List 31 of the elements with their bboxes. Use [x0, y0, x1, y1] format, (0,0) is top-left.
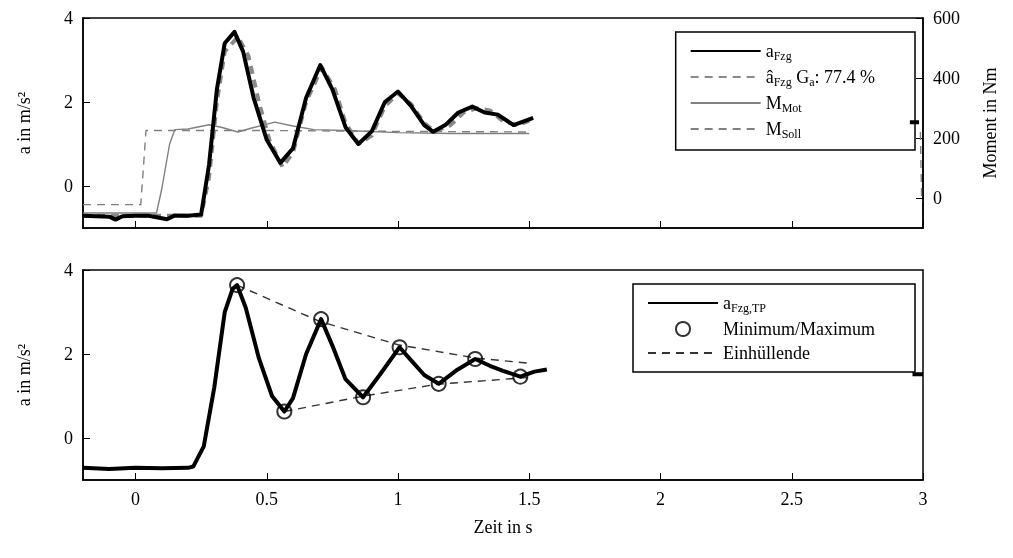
y-axis-title: a in m/s² — [14, 343, 34, 407]
x-tick-label: 2 — [656, 489, 665, 509]
x-tick-label: 0.5 — [255, 489, 278, 509]
x-axis-title: Zeit in s — [473, 517, 533, 537]
y-tick-label: 4 — [64, 260, 73, 280]
y2-tick-label: 200 — [933, 128, 960, 148]
y2-tick-label: 600 — [933, 8, 960, 28]
y-tick-label: 2 — [64, 344, 73, 364]
y-axis-title: a in m/s² — [14, 91, 34, 155]
x-tick-label: 2.5 — [780, 489, 803, 509]
legend-label: Einhüllende — [722, 343, 810, 363]
x-tick-label: 3 — [918, 489, 928, 509]
x-tick-label: 1 — [393, 489, 403, 509]
point — [313, 311, 330, 328]
x-tick-label: 0 — [131, 489, 140, 509]
y-tick-label: 2 — [64, 92, 73, 112]
legend-label: Minimum/Maximum — [722, 319, 876, 339]
x-tick-label: 1.5 — [518, 489, 541, 509]
point — [229, 277, 246, 294]
y2-tick-label: 400 — [933, 68, 960, 88]
point — [276, 403, 293, 420]
point — [391, 339, 408, 356]
y2-axis-title: Moment in Nm — [980, 67, 1000, 179]
point — [430, 375, 447, 392]
y-tick-label: 0 — [64, 428, 73, 448]
y-tick-label: 4 — [64, 8, 73, 28]
point — [512, 368, 529, 385]
y2-tick-label: 0 — [933, 188, 942, 208]
y-tick-label: 0 — [64, 176, 73, 196]
point — [467, 351, 484, 368]
point — [355, 389, 372, 406]
